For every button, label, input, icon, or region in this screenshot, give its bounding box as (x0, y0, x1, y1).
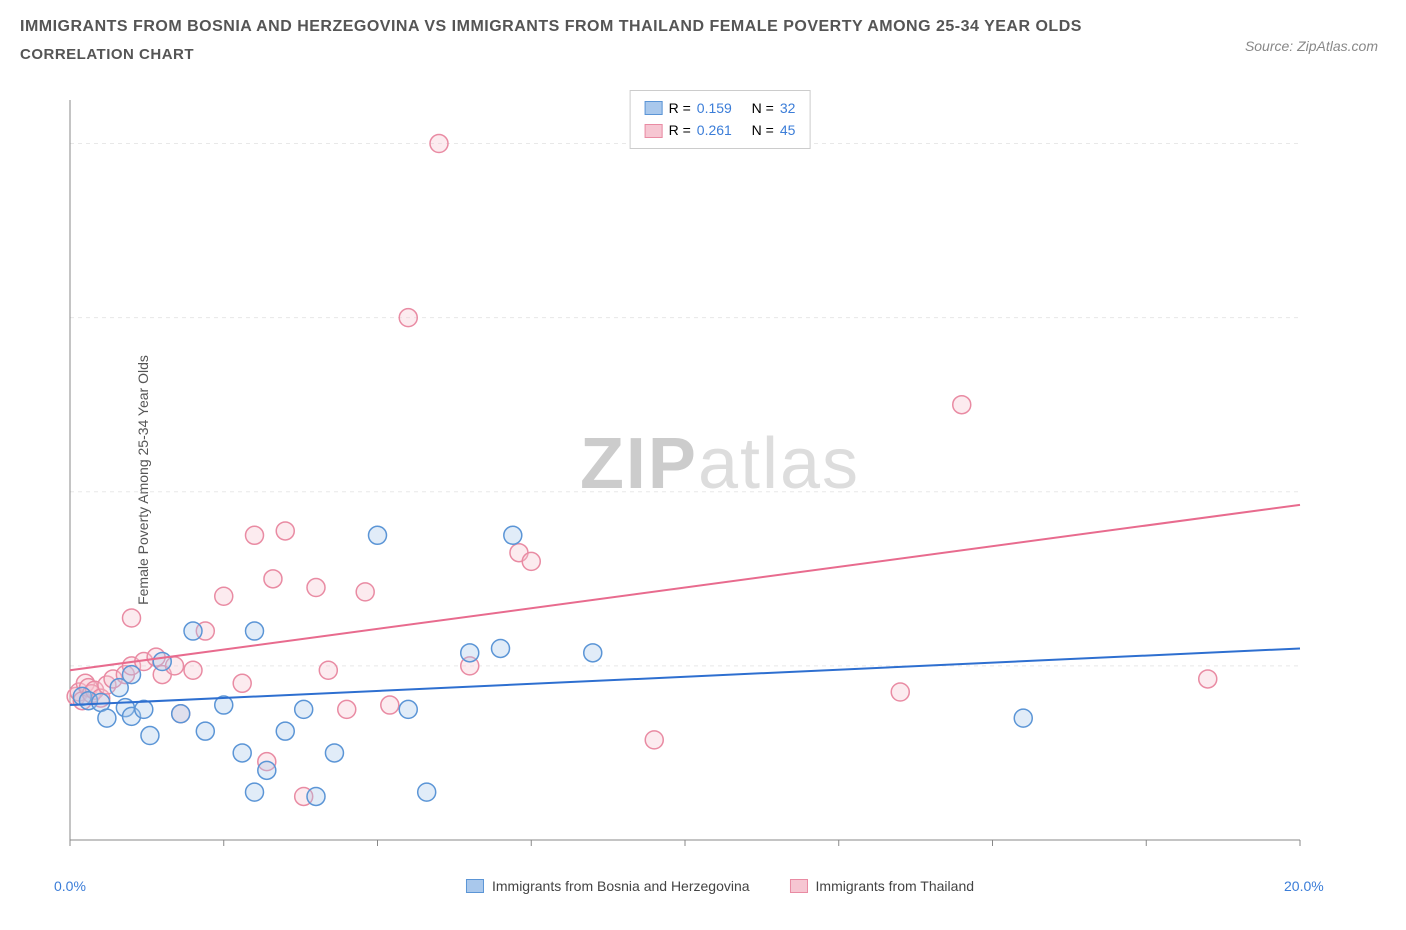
r-value: 0.159 (697, 97, 732, 119)
r-value: 0.261 (697, 119, 732, 141)
stats-legend: R = 0.159 N = 32 R = 0.261 N = 45 (630, 90, 811, 149)
swatch-icon (645, 124, 663, 138)
x-tick-label: 0.0% (54, 878, 86, 894)
n-value: 45 (780, 119, 796, 141)
legend-label: Immigrants from Bosnia and Herzegovina (492, 878, 750, 894)
swatch-icon (645, 101, 663, 115)
series-legend: Immigrants from Bosnia and Herzegovina I… (466, 878, 974, 894)
chart-subtitle: CORRELATION CHART (20, 46, 1386, 63)
source-credit: Source: ZipAtlas.com (1245, 38, 1378, 54)
scatter-plot (60, 90, 1380, 870)
x-tick-label: 20.0% (1284, 878, 1324, 894)
swatch-icon (466, 879, 484, 893)
n-value: 32 (780, 97, 796, 119)
stats-row-series-2: R = 0.261 N = 45 (645, 119, 796, 141)
legend-item: Immigrants from Thailand (790, 878, 974, 894)
legend-item: Immigrants from Bosnia and Herzegovina (466, 878, 750, 894)
stats-row-series-1: R = 0.159 N = 32 (645, 97, 796, 119)
legend-label: Immigrants from Thailand (816, 878, 974, 894)
swatch-icon (790, 879, 808, 893)
chart-container: Female Poverty Among 25-34 Year Olds ZIP… (60, 90, 1380, 870)
chart-title: IMMIGRANTS FROM BOSNIA AND HERZEGOVINA V… (20, 18, 1386, 36)
